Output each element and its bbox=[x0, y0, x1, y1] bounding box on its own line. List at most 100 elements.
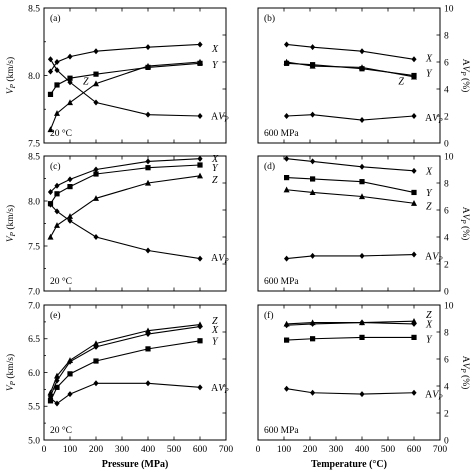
plot-frame bbox=[257, 7, 441, 144]
series-x: X bbox=[284, 319, 433, 330]
data-point bbox=[284, 255, 290, 262]
data-point bbox=[411, 334, 417, 340]
data-point bbox=[47, 91, 54, 97]
x-tick-label: 300 bbox=[329, 445, 344, 455]
data-point bbox=[283, 186, 290, 193]
data-point bbox=[197, 172, 203, 179]
y2-tick-label: 0 bbox=[444, 287, 449, 297]
x-axis-label: Pressure (MPa) bbox=[102, 459, 169, 470]
y2-tick-label: 2 bbox=[444, 409, 449, 419]
data-point bbox=[359, 391, 365, 398]
data-point bbox=[67, 391, 73, 398]
data-point bbox=[145, 380, 151, 387]
data-point bbox=[93, 80, 99, 87]
series-line bbox=[50, 164, 201, 205]
y-axis-label: VP (km/s) bbox=[5, 354, 17, 391]
data-point bbox=[47, 189, 54, 195]
series-label: AVP bbox=[425, 390, 443, 402]
y-tick-label: 8.5 bbox=[28, 4, 40, 14]
data-point bbox=[197, 155, 203, 162]
y2-tick-label: 10 bbox=[444, 4, 454, 14]
series-z: Z bbox=[47, 58, 203, 133]
series-label: X bbox=[211, 325, 219, 336]
x-tick-label: 300 bbox=[115, 445, 130, 455]
data-point bbox=[67, 217, 73, 224]
data-point bbox=[47, 68, 54, 75]
x-tick-label: 500 bbox=[167, 445, 182, 455]
series-label: Z bbox=[83, 76, 89, 87]
series-x: X bbox=[47, 154, 219, 195]
y-tick-label: 5.0 bbox=[28, 436, 40, 446]
y-tick-label: 7.0 bbox=[28, 301, 40, 311]
y2-tick-label: 8 bbox=[444, 179, 449, 189]
data-point bbox=[93, 48, 99, 55]
y2-axis-label: AVP (%) bbox=[459, 207, 471, 241]
data-point bbox=[310, 176, 316, 182]
y-tick-label: 7.0 bbox=[28, 287, 40, 297]
y2-tick-label: 6 bbox=[444, 58, 449, 68]
data-point bbox=[93, 99, 99, 106]
panel-e: 0 100 200 300 400 500 600 700 5.0 5.5 6.0 6.5 7.0 VP … bbox=[5, 301, 233, 470]
data-point bbox=[67, 53, 73, 60]
panel-letter: (b) bbox=[264, 13, 275, 24]
data-point bbox=[310, 336, 316, 342]
y2-tick-label: 6 bbox=[444, 206, 449, 216]
series-label: AVP bbox=[211, 383, 229, 395]
series-line bbox=[49, 326, 201, 397]
data-point bbox=[54, 377, 60, 384]
plot-frame bbox=[257, 155, 441, 292]
series-line bbox=[50, 382, 201, 405]
series-avp: AVP bbox=[47, 56, 229, 124]
data-point bbox=[54, 82, 60, 88]
series-line bbox=[286, 388, 415, 395]
data-point bbox=[284, 337, 290, 343]
series-line bbox=[50, 204, 201, 260]
data-point bbox=[145, 331, 151, 338]
data-point bbox=[47, 395, 54, 402]
data-point bbox=[310, 44, 316, 51]
series-x: X bbox=[47, 41, 219, 75]
x-tick-label: 600 bbox=[193, 445, 208, 455]
y2-tick-label: 0 bbox=[444, 436, 449, 446]
series-line bbox=[286, 321, 415, 326]
data-point bbox=[359, 64, 365, 70]
series-label: AVP bbox=[211, 112, 229, 124]
data-point bbox=[67, 371, 73, 377]
condition-label: 20 °C bbox=[50, 425, 72, 436]
x-tick-label: 0 bbox=[42, 445, 47, 455]
series-line bbox=[286, 158, 415, 172]
y-tick-label: 8.0 bbox=[28, 197, 40, 207]
data-point bbox=[47, 201, 54, 208]
condition-label: 600 MPa bbox=[264, 129, 299, 139]
data-point bbox=[411, 389, 417, 396]
data-point bbox=[197, 58, 203, 65]
data-point bbox=[67, 213, 73, 219]
data-point bbox=[197, 162, 203, 168]
panel-c: 7.0 7.5 8.0 8.5 VP (km/s) (c) 20 °C XYZ AVP bbox=[5, 152, 229, 297]
series-line bbox=[50, 340, 201, 402]
x-tick-label: 700 bbox=[219, 445, 234, 455]
series-label: X bbox=[211, 44, 219, 55]
panel-b: 0 2 4 6 8 10 AVP (%) (b) 600 MPa XY Z AVP bbox=[257, 4, 471, 149]
data-point bbox=[284, 113, 290, 119]
y-axis-label: VP (km/s) bbox=[5, 205, 17, 242]
data-point bbox=[93, 234, 99, 240]
data-point bbox=[47, 56, 54, 63]
data-point bbox=[411, 113, 417, 119]
series-line bbox=[50, 43, 201, 72]
plot-frame bbox=[257, 304, 441, 441]
data-point bbox=[145, 165, 151, 171]
data-point bbox=[359, 117, 365, 124]
series-label: Y bbox=[212, 336, 219, 347]
data-point bbox=[54, 208, 60, 215]
data-point bbox=[145, 158, 151, 165]
data-point bbox=[67, 79, 73, 86]
data-point bbox=[411, 56, 417, 63]
data-point bbox=[67, 184, 73, 190]
series-label: AVP bbox=[425, 251, 443, 263]
data-point bbox=[54, 67, 60, 74]
data-point bbox=[411, 320, 417, 327]
data-point bbox=[93, 166, 99, 173]
data-point bbox=[54, 372, 60, 379]
x-tick-label: 200 bbox=[89, 445, 104, 455]
